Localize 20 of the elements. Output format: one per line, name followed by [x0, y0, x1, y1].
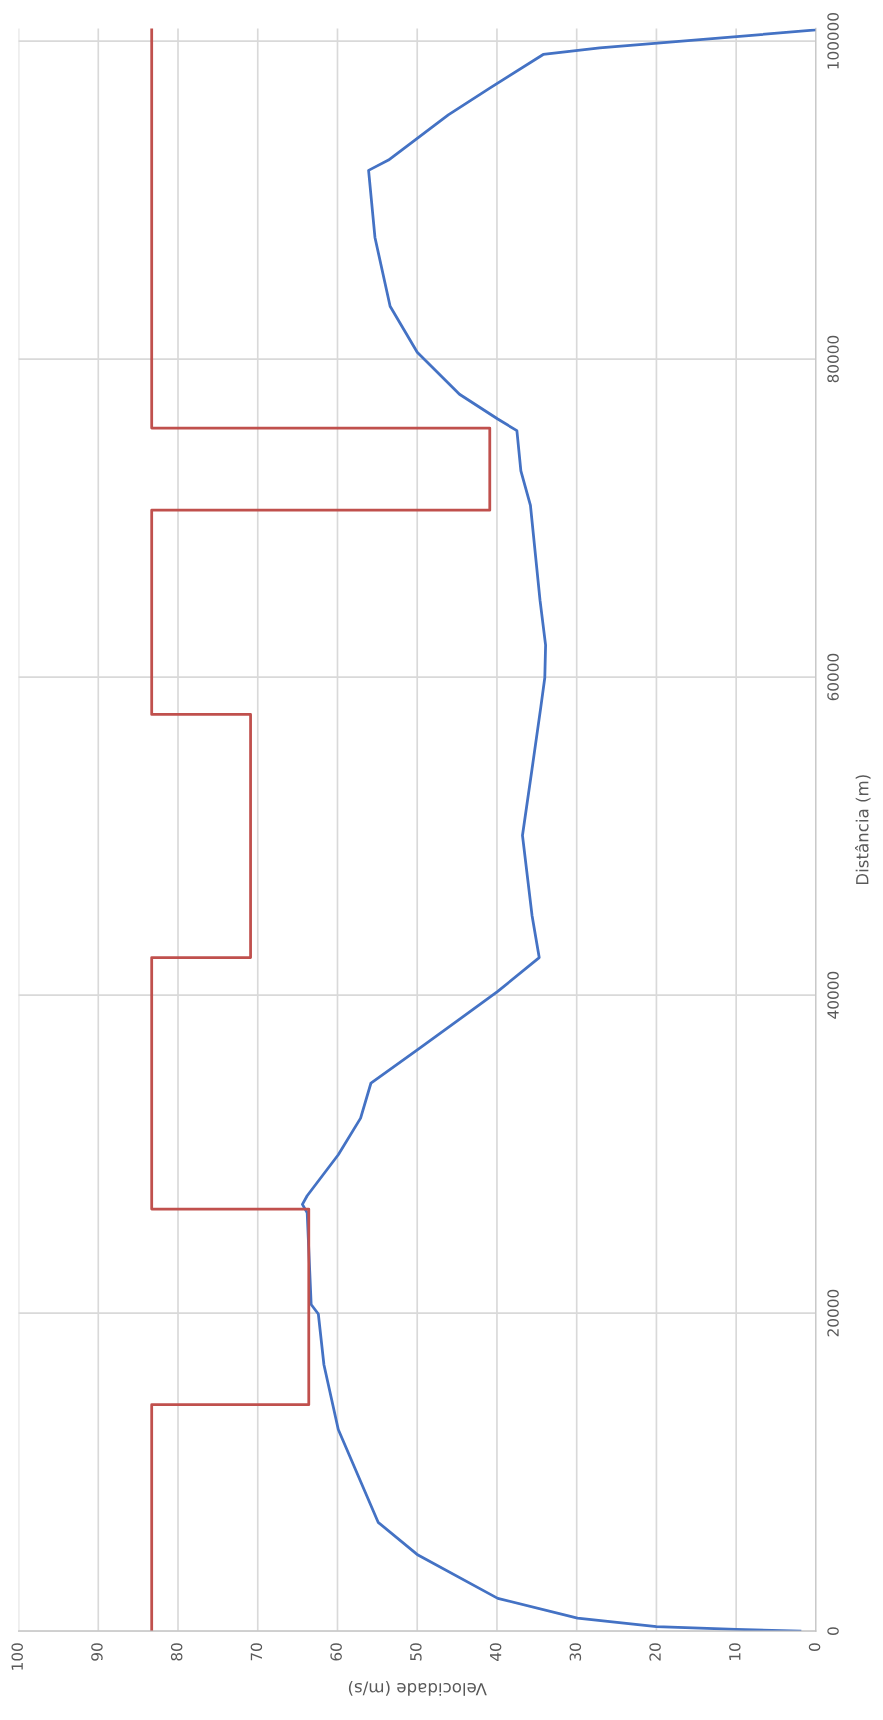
x-tick-label: 80 — [170, 1643, 183, 1661]
x-tick-label: 20 — [649, 1643, 661, 1661]
x-axis-title: Velocidade (m/s) — [348, 1680, 487, 1696]
x-tick-label: 60 — [330, 1643, 342, 1661]
x-tick-label: 40 — [489, 1643, 502, 1661]
x-tick-label: 70 — [250, 1643, 263, 1661]
x-tick-label: 90 — [91, 1643, 103, 1661]
x-tick-label: 100 — [11, 1643, 23, 1670]
y-axis-title: Distância (m) — [855, 775, 871, 885]
y-tick-label: 0 — [827, 1627, 839, 1635]
line-series — [150, 28, 492, 1632]
y-tick-label: 40000 — [827, 971, 839, 1019]
x-tick-label: 10 — [729, 1643, 741, 1660]
x-tick-label: 50 — [410, 1643, 422, 1661]
x-tick-label: 30 — [569, 1643, 582, 1661]
y-tick-label: 80000 — [827, 335, 839, 383]
y-tick-label: 60000 — [827, 653, 839, 701]
x-tick-label: 0 — [808, 1643, 821, 1651]
y-tick-label: 20000 — [827, 1289, 839, 1337]
y-tick-label: 100000 — [827, 12, 839, 69]
